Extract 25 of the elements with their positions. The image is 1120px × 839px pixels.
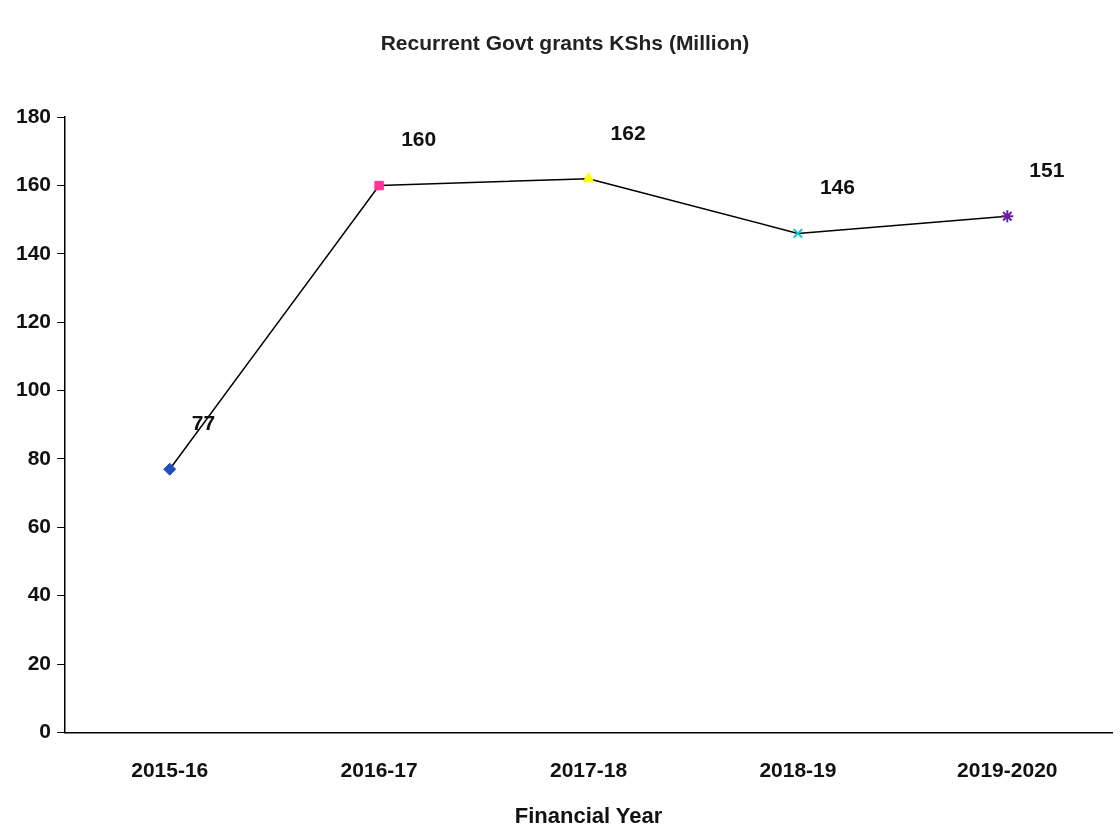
chart-title: Recurrent Govt grants KShs (Million) (380, 31, 750, 55)
x-axis-title: Financial Year (514, 802, 663, 828)
data-label: 162 (610, 120, 646, 144)
data-label: 146 (819, 175, 855, 199)
x-tick-label: 2019-2020 (957, 757, 1058, 781)
y-tick-label: 160 (15, 172, 52, 196)
y-tick-label: 100 (15, 377, 52, 401)
data-label: 151 (1029, 158, 1065, 182)
x-tick-label: 2015-16 (131, 757, 209, 781)
x-tick-label: 2017-18 (549, 757, 628, 781)
y-tick-label: 140 (15, 240, 52, 264)
y-tick-label: 60 (27, 514, 52, 538)
y-tick-label: 120 (15, 309, 52, 333)
y-tick-label: 0 (39, 719, 52, 743)
x-tick-label: 2016-17 (340, 757, 418, 781)
point (1000, 209, 1015, 224)
data-label: 160 (401, 127, 437, 151)
y-tick-label: 80 (27, 445, 52, 469)
point (163, 462, 177, 476)
point (582, 172, 595, 183)
point (792, 228, 804, 239)
y-tick-label: 40 (27, 582, 52, 606)
x-tick-label: 2018-19 (759, 757, 837, 781)
y-tick-label: 20 (27, 650, 52, 674)
y-tick-label: 180 (15, 104, 52, 127)
